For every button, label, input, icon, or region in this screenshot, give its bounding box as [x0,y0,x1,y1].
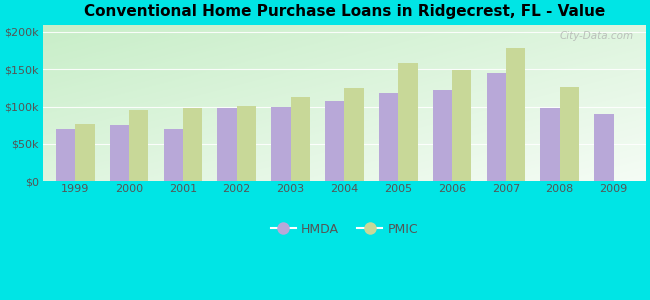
Bar [110,125,129,181]
Bar [271,106,291,181]
Bar [379,93,398,181]
Bar [506,48,525,181]
Bar [217,108,237,181]
Bar [291,97,310,181]
Bar [164,129,183,181]
Legend: HMDA, PMIC: HMDA, PMIC [266,218,423,241]
Bar [540,108,560,181]
Bar [486,73,506,181]
Bar [56,129,75,181]
Bar [183,108,202,181]
Bar [325,100,344,181]
Title: Conventional Home Purchase Loans in Ridgecrest, FL - Value: Conventional Home Purchase Loans in Ridg… [84,4,605,19]
Bar [452,70,471,181]
Bar [433,90,452,181]
Bar [75,124,95,181]
Bar [344,88,364,181]
Bar [560,87,579,181]
Bar [129,110,148,181]
Bar [594,114,614,181]
Bar [398,63,417,181]
Text: City-Data.com: City-Data.com [560,31,634,41]
Bar [237,106,256,181]
